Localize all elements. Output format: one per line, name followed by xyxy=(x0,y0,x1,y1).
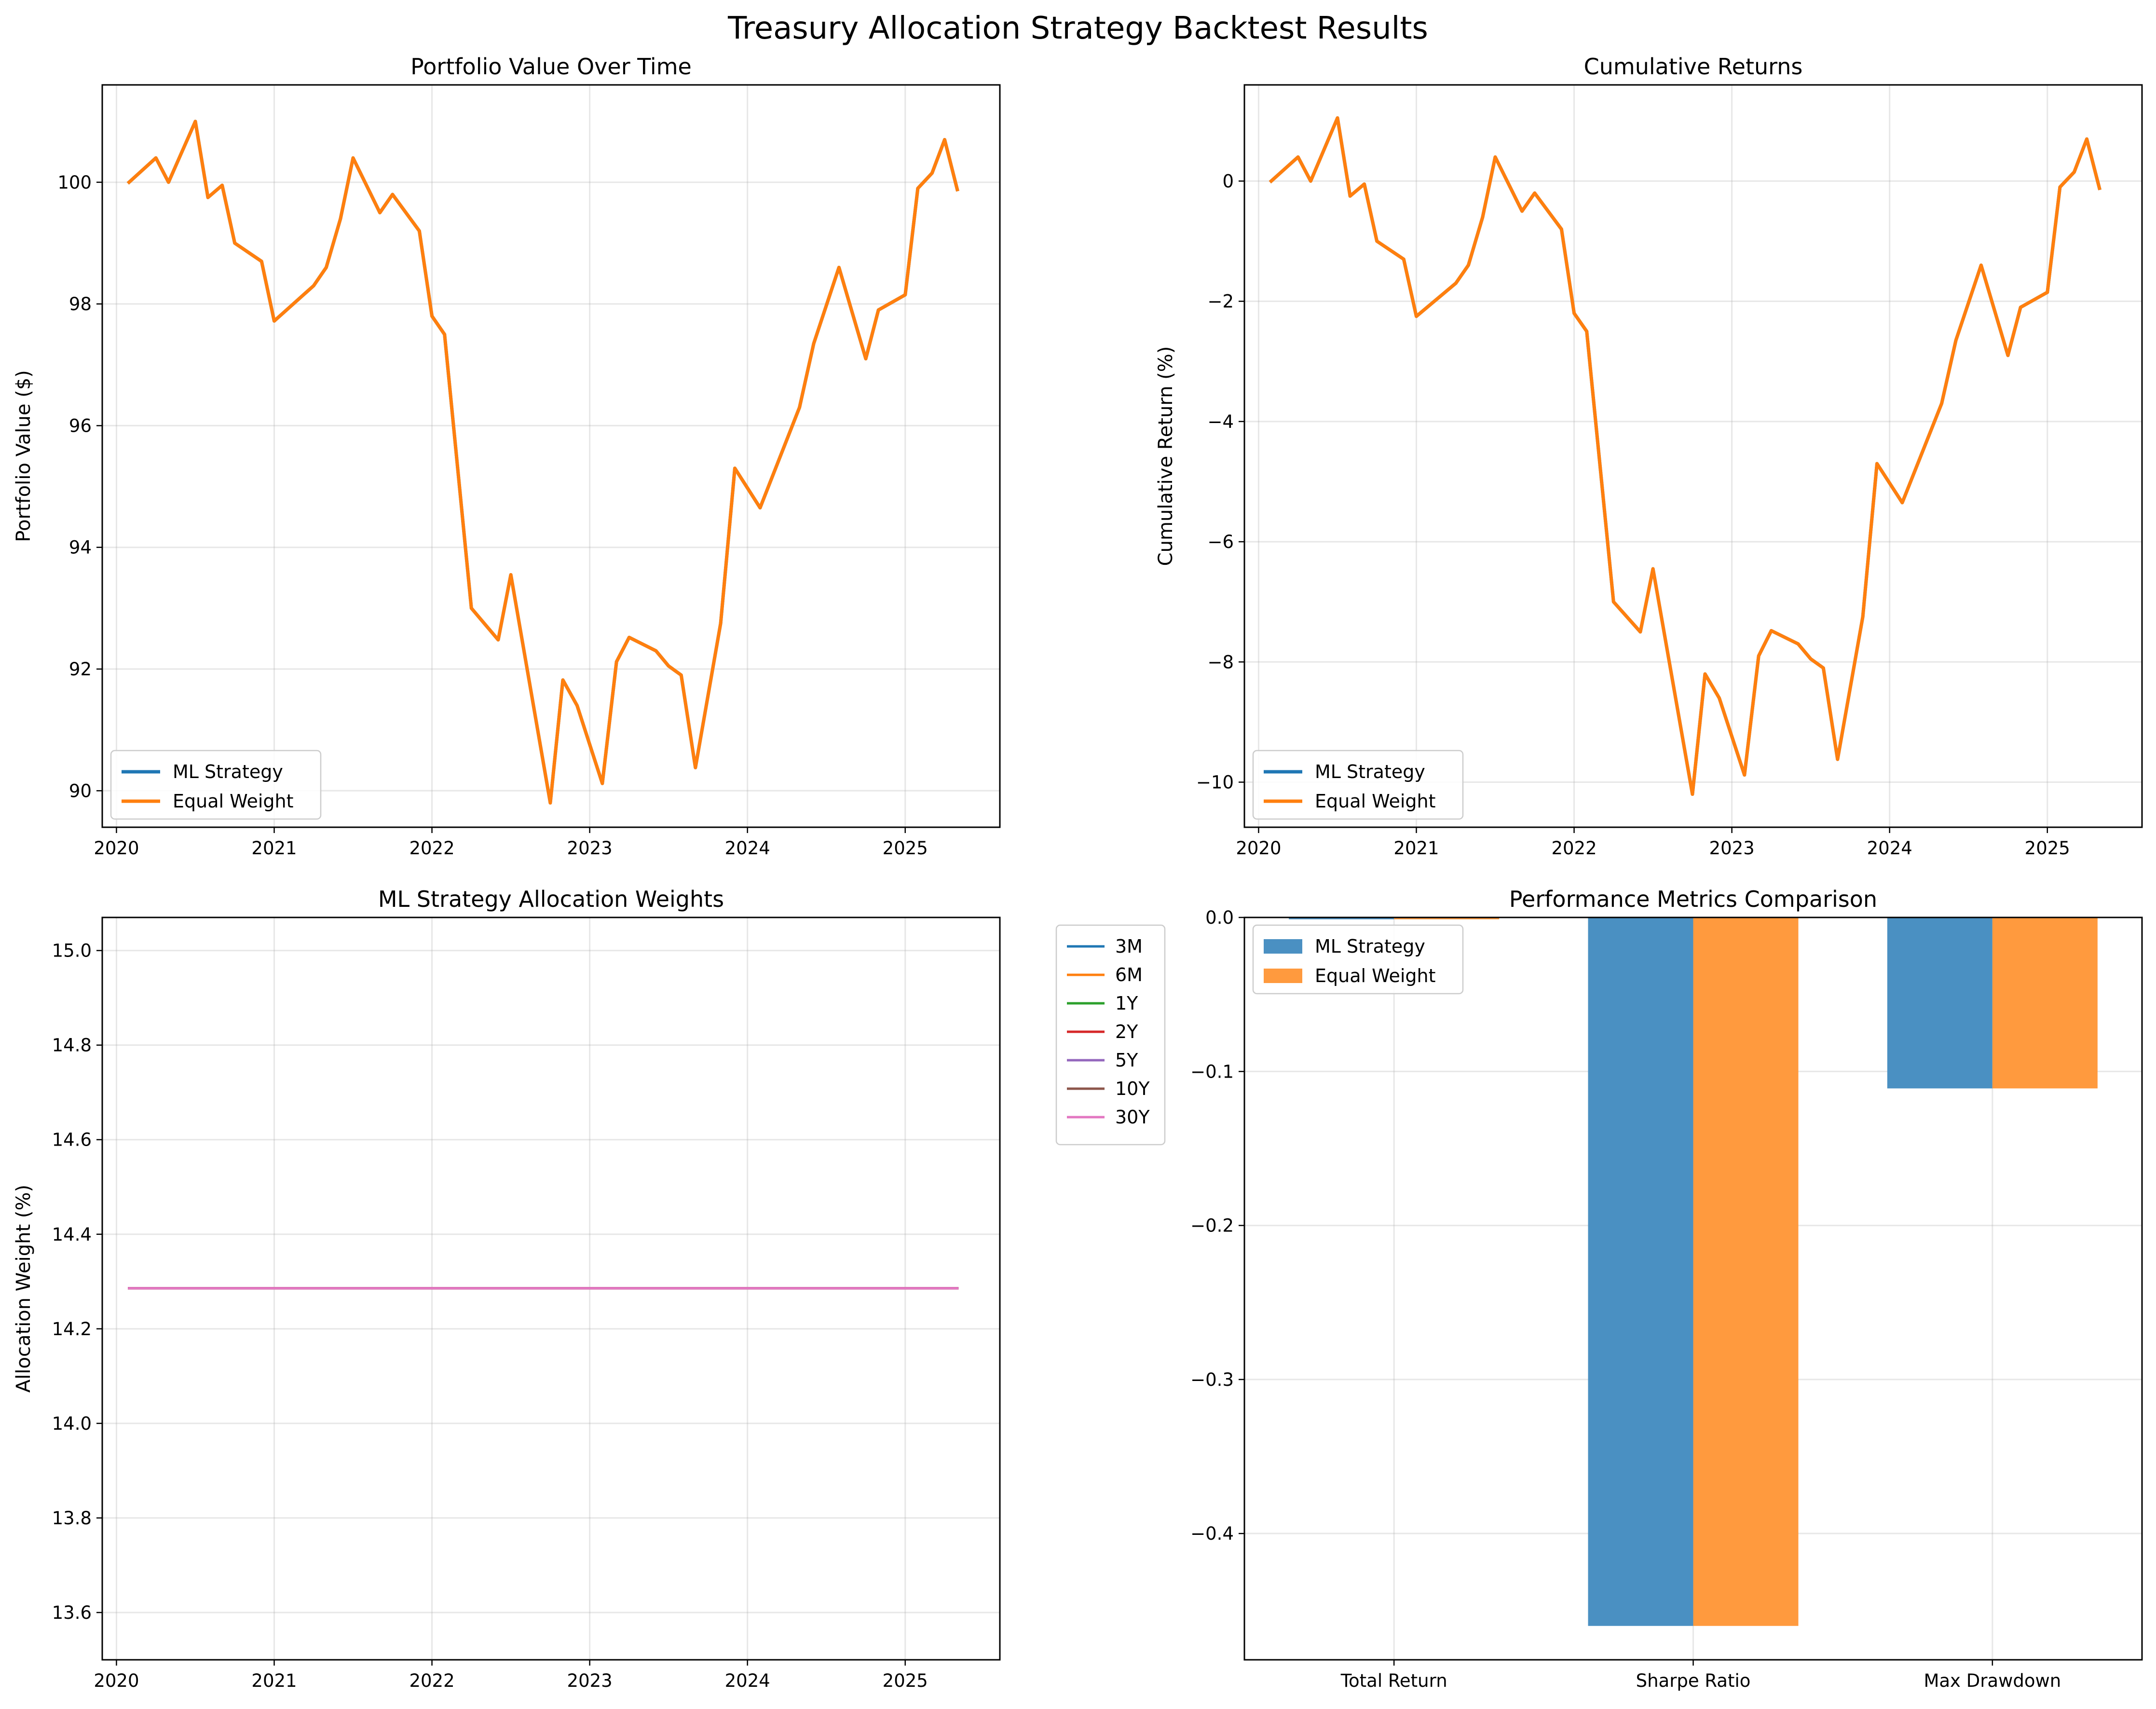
weights-legend-label: 5Y xyxy=(1115,1050,1138,1071)
metrics-bar-ml-strategy xyxy=(1289,917,1394,919)
weights-legend-label: 1Y xyxy=(1115,993,1138,1014)
metrics-xtick-label: Max Drawdown xyxy=(1924,1670,2061,1691)
portfolio-ytick-label: 94 xyxy=(69,537,92,558)
charts-container: Portfolio Value Over Time Portfolio Value… xyxy=(13,54,2143,1691)
portfolio-xtick-label: 2020 xyxy=(94,838,139,859)
portfolio-grid xyxy=(102,85,1000,827)
cumulative-ylabel: Cumulative Return (%) xyxy=(1155,346,1177,566)
weights-ytick-label: 14.0 xyxy=(52,1413,92,1434)
cumulative-axes-frame xyxy=(1243,84,2143,828)
metrics-bar-ml-strategy xyxy=(1588,917,1693,1626)
metrics-legend-label: ML Strategy xyxy=(1315,936,1425,957)
weights-xtick-label: 2025 xyxy=(883,1670,928,1691)
metrics-ytick-label: −0.4 xyxy=(1190,1523,1234,1544)
portfolio-title: Portfolio Value Over Time xyxy=(410,54,692,80)
metrics-legend-swatch xyxy=(1264,939,1302,954)
weights-xtick-label: 2021 xyxy=(251,1670,297,1691)
chart-portfolio: Portfolio Value Over Time Portfolio Value… xyxy=(13,54,1001,859)
figure-title: Treasury Allocation Strategy Backtest Re… xyxy=(727,11,1428,46)
weights-legend-label: 2Y xyxy=(1115,1021,1138,1042)
chart-metrics: Performance Metrics Comparison −0.4 −0.3 −0… xyxy=(1190,886,2143,1691)
cumulative-legend-label: Equal Weight xyxy=(1315,791,1436,812)
metrics-bar-equal-weight xyxy=(1394,917,1500,919)
weights-legend-label: 10Y xyxy=(1115,1078,1150,1099)
cumulative-series-line-equal-weight xyxy=(1269,116,2101,796)
cumulative-xtick-label: 2022 xyxy=(1551,838,1597,859)
portfolio-series-line-equal-weight xyxy=(126,120,959,805)
weights-xtick-label: 2023 xyxy=(567,1670,613,1691)
cumulative-xtick-label: 2025 xyxy=(2025,838,2070,859)
weights-legend-label: 3M xyxy=(1115,936,1143,957)
weights-xtick-label: 2022 xyxy=(409,1670,454,1691)
weights-xtick-label: 2024 xyxy=(725,1670,770,1691)
portfolio-legend-label: ML Strategy xyxy=(173,761,283,782)
metrics-ytick-label: 0.0 xyxy=(1205,907,1234,928)
cumulative-ytick-label: −8 xyxy=(1207,652,1234,672)
weights-legend-label: 30Y xyxy=(1115,1107,1150,1128)
cumulative-ytick-label: −6 xyxy=(1207,532,1234,552)
portfolio-xtick-label: 2024 xyxy=(725,838,770,859)
portfolio-xtick-label: 2023 xyxy=(567,838,613,859)
metrics-legend-box xyxy=(1252,924,1464,995)
cumulative-ytick-label: −10 xyxy=(1196,772,1234,793)
cumulative-legend-box xyxy=(1252,750,1464,820)
weights-ytick-label: 14.4 xyxy=(52,1224,92,1245)
metrics-legend: ML Strategy Equal Weight xyxy=(1252,924,1464,995)
portfolio-legend: ML Strategy Equal Weight xyxy=(110,750,322,820)
metrics-ytick-label: −0.2 xyxy=(1190,1216,1234,1236)
portfolio-xtick-label: 2022 xyxy=(409,838,454,859)
metrics-bar-equal-weight xyxy=(1693,917,1799,1626)
portfolio-axes-frame xyxy=(101,84,1001,828)
chart-weights: ML Strategy Allocation Weights Allocation… xyxy=(13,886,1166,1691)
metrics-ytick-label: −0.3 xyxy=(1190,1369,1234,1390)
cumulative-title: Cumulative Returns xyxy=(1584,54,1803,80)
cumulative-xtick-label: 2023 xyxy=(1709,838,1755,859)
cumulative-legend: ML Strategy Equal Weight xyxy=(1252,750,1464,820)
metrics-axes-frame xyxy=(1243,916,2143,1661)
cumulative-ytick-label: −4 xyxy=(1207,411,1234,432)
metrics-title: Performance Metrics Comparison xyxy=(1509,886,1877,912)
portfolio-xtick-label: 2025 xyxy=(883,838,928,859)
portfolio-legend-label: Equal Weight xyxy=(173,791,294,812)
portfolio-legend-box xyxy=(110,750,322,820)
cumulative-xtick-label: 2024 xyxy=(1867,838,1912,859)
weights-ytick-label: 15.0 xyxy=(52,941,92,961)
metrics-ytick-label: −0.1 xyxy=(1190,1061,1234,1082)
weights-title: ML Strategy Allocation Weights xyxy=(378,886,724,912)
weights-ytick-label: 14.6 xyxy=(52,1130,92,1150)
cumulative-xtick-label: 2021 xyxy=(1393,838,1439,859)
cumulative-xtick-label: 2020 xyxy=(1236,838,1281,859)
cumulative-grid xyxy=(1244,85,2142,827)
weights-legend: 3M 6M 1Y 2Y 5Y 10Y 30Y xyxy=(1055,924,1166,1146)
chart-cumulative: Cumulative Returns Cumulative Return (%) −… xyxy=(1155,54,2143,859)
cumulative-ytick-label: 0 xyxy=(1222,171,1234,191)
cumulative-legend-label: ML Strategy xyxy=(1315,761,1425,782)
weights-ytick-label: 14.2 xyxy=(52,1319,92,1340)
portfolio-ytick-label: 98 xyxy=(69,294,92,314)
weights-ylabel: Allocation Weight (%) xyxy=(13,1185,35,1393)
weights-axes-frame xyxy=(101,916,1001,1661)
portfolio-ytick-label: 96 xyxy=(69,415,92,436)
portfolio-xtick-label: 2021 xyxy=(251,838,297,859)
portfolio-ytick-label: 92 xyxy=(69,659,92,680)
weights-xtick-label: 2020 xyxy=(94,1670,139,1691)
portfolio-ylabel: Portfolio Value ($) xyxy=(13,370,35,542)
metrics-legend-swatch xyxy=(1264,969,1302,983)
cumulative-ytick-label: −2 xyxy=(1207,291,1234,312)
metrics-xtick-label: Sharpe Ratio xyxy=(1636,1670,1751,1691)
metrics-legend-label: Equal Weight xyxy=(1315,965,1436,986)
portfolio-ytick-label: 90 xyxy=(69,780,92,801)
weights-legend-label: 6M xyxy=(1115,964,1143,985)
portfolio-ytick-label: 100 xyxy=(57,172,92,193)
weights-ytick-label: 13.8 xyxy=(52,1508,92,1529)
metrics-bar-equal-weight xyxy=(1992,917,2098,1089)
metrics-bar-ml-strategy xyxy=(1887,917,1992,1089)
metrics-xtick-label: Total Return xyxy=(1340,1670,1447,1691)
weights-ytick-label: 13.6 xyxy=(52,1602,92,1623)
weights-ytick-label: 14.8 xyxy=(52,1035,92,1056)
